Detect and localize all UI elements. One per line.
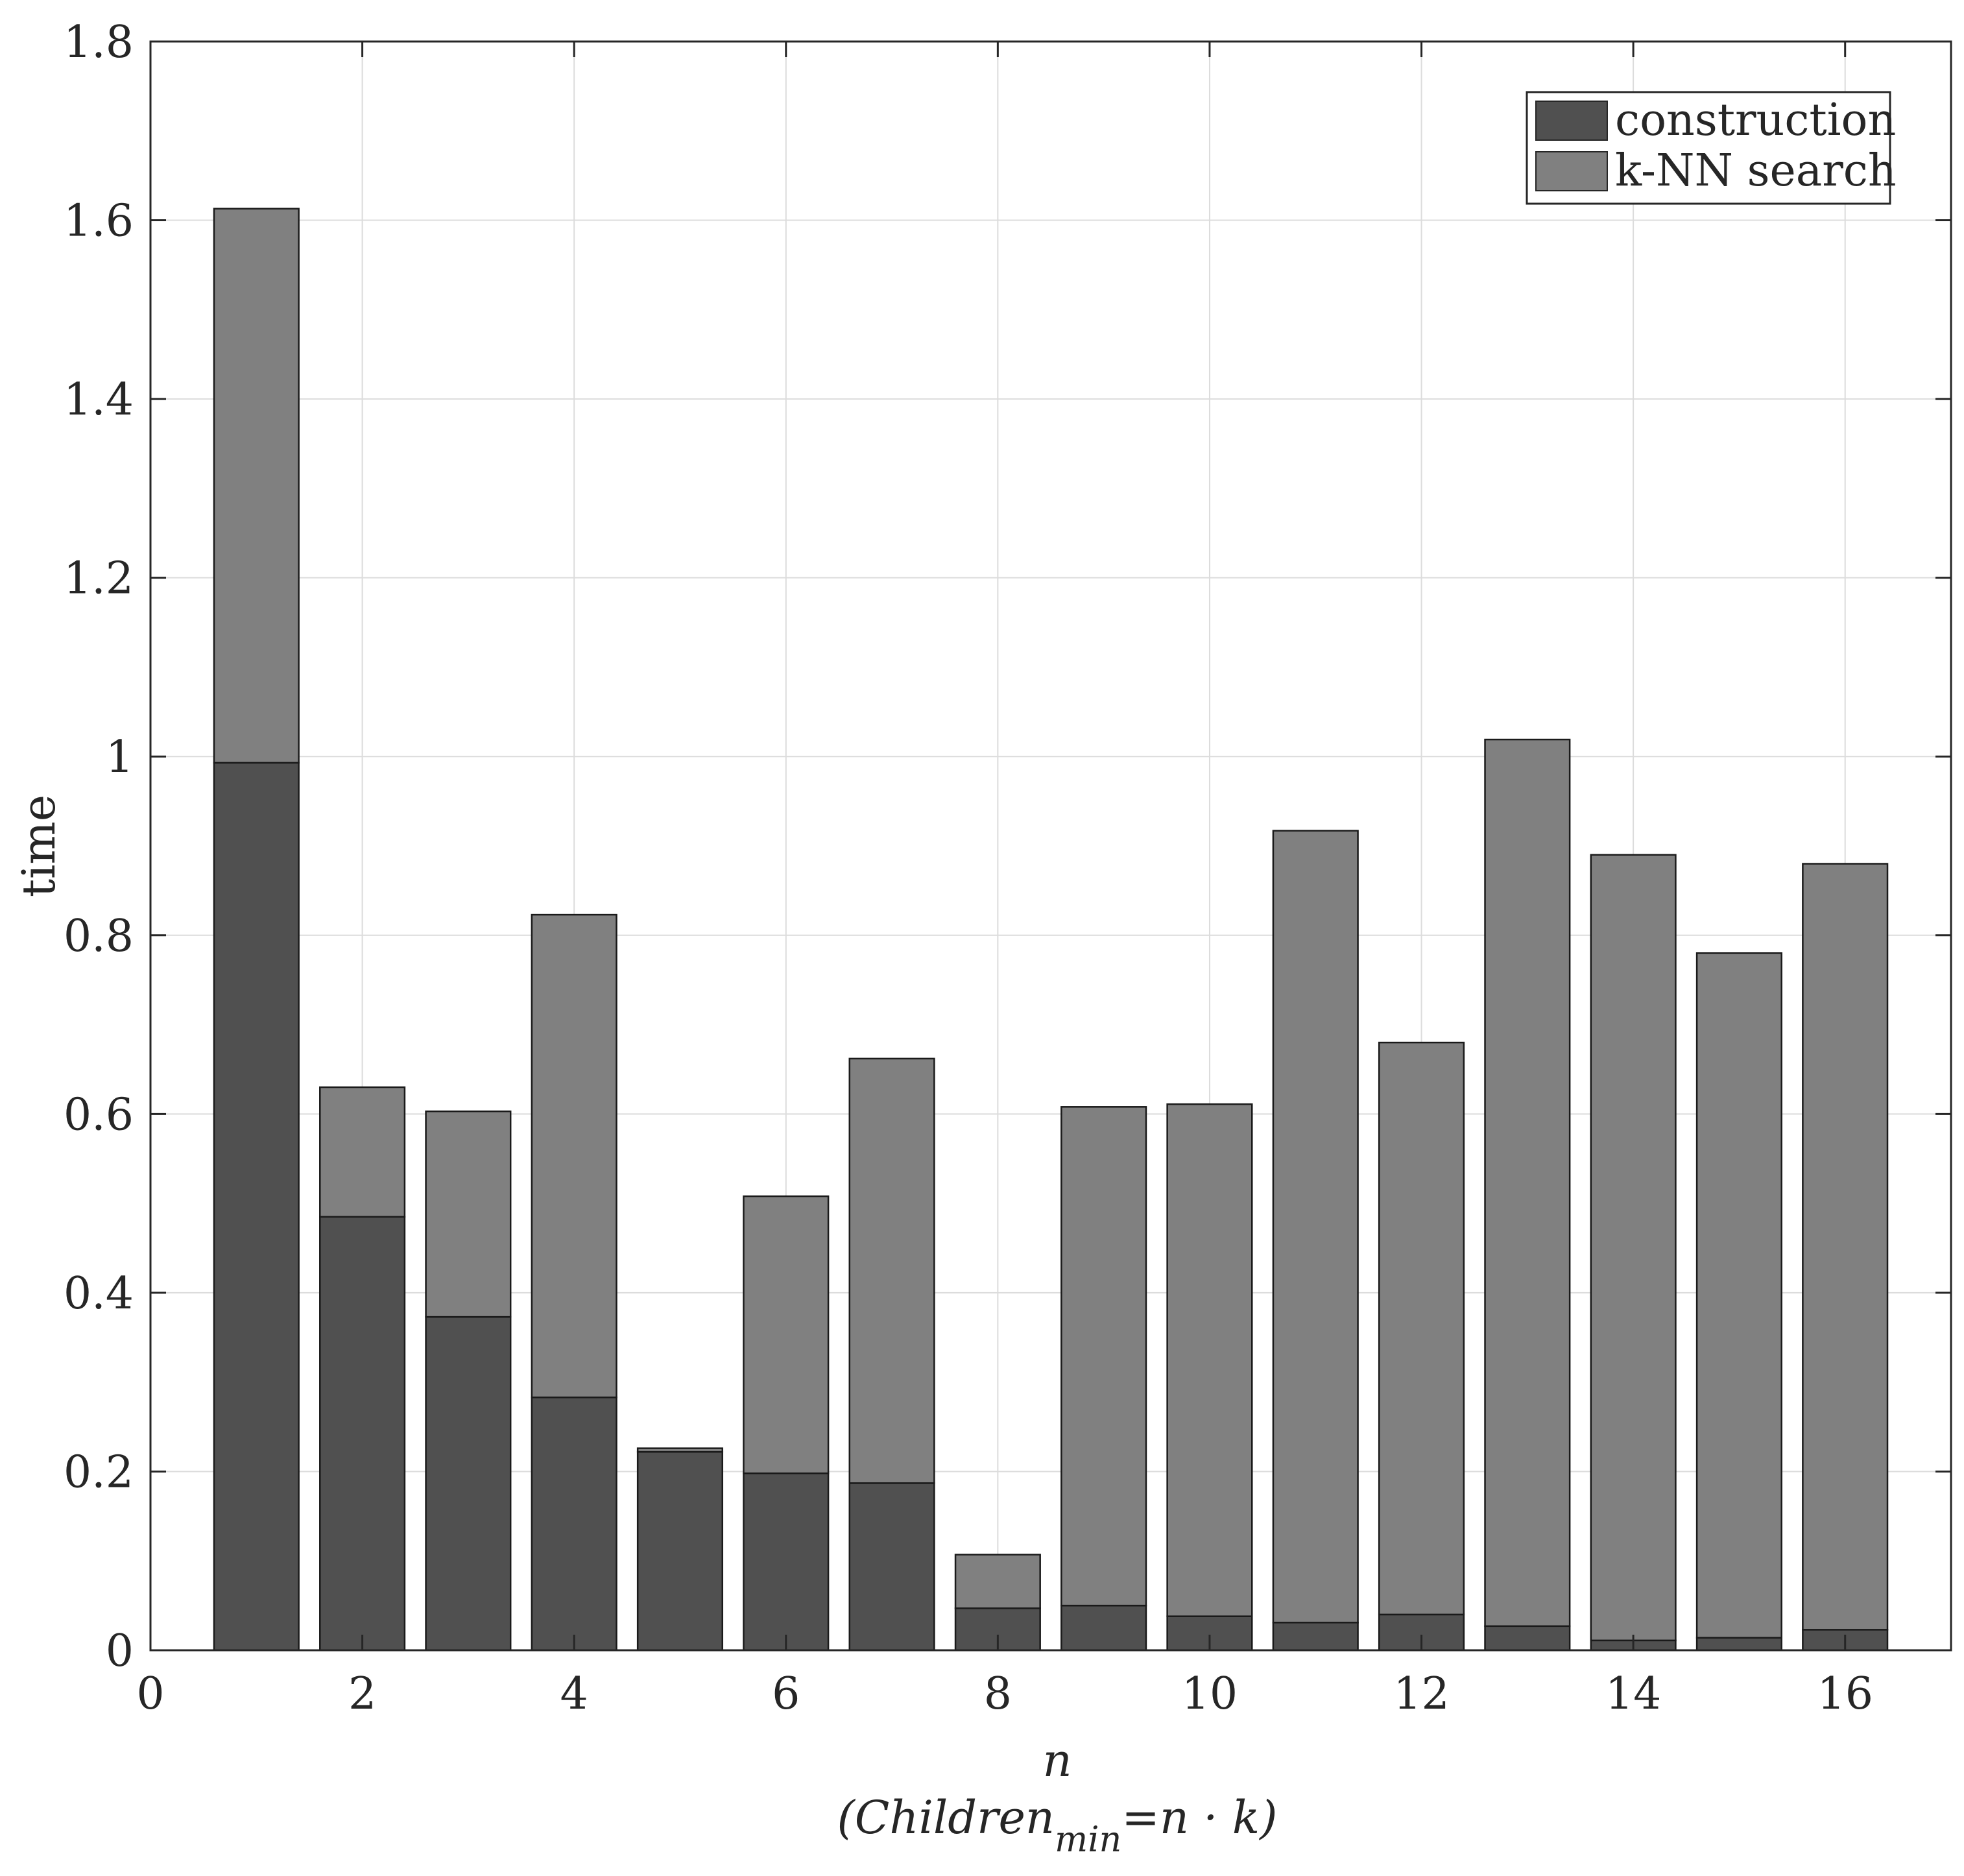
legend: construction k-NN search [1526,91,1897,205]
y-tick-label: 1.8 [64,17,134,68]
bar-construction-2 [319,1216,406,1652]
y-tick-label: 1.2 [64,553,134,605]
x-axis-label: n [1042,1734,1072,1787]
legend-swatch-construction [1535,101,1608,141]
bar-construction-5 [636,1450,724,1652]
bar-construction-7 [848,1482,935,1652]
bar-knn-search-13 [1484,738,1571,1628]
y-tick-label: 1 [106,732,134,783]
y-axis-label: time [12,795,66,897]
legend-label-construction: construction [1615,95,1896,146]
bar-knn-search-11 [1272,830,1359,1624]
bar-knn-search-8 [954,1554,1041,1609]
bar-construction-9 [1060,1604,1147,1652]
bar-knn-search-12 [1378,1041,1465,1616]
x-tick-label: 6 [772,1668,800,1720]
x-tick-label: 4 [560,1668,588,1720]
plot-frame [149,40,1952,1652]
bar-construction-8 [954,1607,1041,1652]
y-tick-label: 0.2 [64,1447,134,1498]
x-tick-label: 14 [1605,1668,1662,1720]
bar-knn-search-2 [319,1086,406,1218]
bar-knn-search-10 [1166,1103,1253,1617]
bar-knn-search-16 [1802,863,1889,1631]
bar-construction-3 [425,1316,512,1652]
x-tick-label: 2 [348,1668,376,1720]
bar-construction-4 [531,1396,617,1652]
axis-ticks: 0 2 4 6 8 10 12 14 16 0 0.2 0.4 0.6 0.8 1 1.2 1.4 1.6 1.8 [64,17,1951,1720]
bar-construction-11 [1272,1622,1359,1652]
y-tick-label: 1.4 [64,374,134,426]
bar-construction-6 [743,1472,830,1652]
x-axis-sublabel-prefix: (Children [837,1791,1055,1844]
bars [213,208,1889,1652]
bar-knn-search-15 [1695,952,1782,1639]
legend-label-knn-search: k-NN search [1615,145,1897,197]
bar-knn-search-7 [848,1057,935,1484]
x-axis-sublabel-suffix: =n · k) [1121,1791,1277,1844]
x-tick-label: 12 [1393,1668,1450,1720]
plot-background [150,42,1951,1650]
x-tick-label: 8 [984,1668,1012,1720]
x-tick-label: 10 [1182,1668,1238,1720]
x-axis-sublabel-subscript: min [1055,1819,1121,1860]
bar-knn-search-1 [213,208,300,764]
y-tick-label: 0 [106,1626,134,1677]
bar-construction-15 [1695,1637,1782,1652]
bar-knn-search-3 [425,1110,512,1318]
y-tick-label: 0.6 [64,1089,134,1140]
y-tick-label: 0.4 [64,1268,134,1319]
y-tick-label: 0.8 [64,911,134,962]
x-axis-sublabel: (Childrenmin=n · k) [837,1791,1278,1860]
x-tick-label: 16 [1817,1668,1873,1720]
legend-swatch-knn-search [1535,151,1608,191]
bar-construction-1 [213,762,300,1652]
bar-knn-search-5 [636,1447,724,1453]
bar-knn-search-9 [1060,1106,1147,1607]
bar-knn-search-4 [531,913,617,1399]
bar-construction-13 [1484,1625,1571,1652]
bar-knn-search-6 [743,1195,830,1474]
y-tick-label: 1.6 [64,196,134,247]
x-tick-label: 0 [136,1668,164,1720]
bar-knn-search-14 [1590,854,1677,1642]
